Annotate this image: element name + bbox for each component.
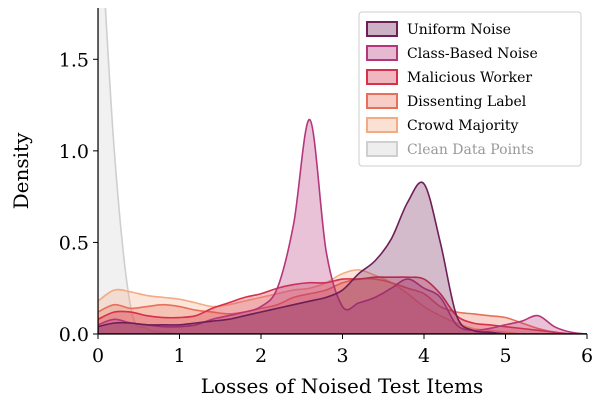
legend-label: Clean Data Points (407, 142, 534, 158)
legend-swatch (366, 93, 398, 109)
x-tick-label: 0 (92, 345, 104, 367)
legend-label: Uniform Noise (407, 22, 511, 38)
density-area (98, 8, 587, 334)
legend-swatch (366, 69, 398, 85)
legend-label: Crowd Majority (407, 118, 518, 134)
y-tick-label: 0.0 (59, 324, 89, 346)
x-tick-label: 1 (173, 345, 185, 367)
legend-label: Dissenting Label (407, 94, 527, 110)
legend-swatch (366, 141, 398, 157)
legend-label: Malicious Worker (407, 70, 532, 86)
y-tick-label: 1.5 (59, 49, 89, 71)
x-axis-label: Losses of Noised Test Items (201, 374, 484, 398)
y-tick-label: 1.0 (59, 141, 89, 163)
density-area (98, 181, 587, 334)
x-tick-label: 4 (418, 345, 430, 367)
x-tick-label: 6 (581, 345, 593, 367)
density-area (98, 118, 587, 334)
plot-area (98, 8, 587, 334)
y-axis-label: Density (9, 132, 33, 209)
legend-swatch (366, 21, 398, 37)
legend-swatch (366, 117, 398, 133)
legend-box (358, 11, 582, 167)
x-tick-label: 3 (336, 345, 348, 367)
x-tick-label: 5 (499, 345, 511, 367)
y-tick-label: 0.5 (59, 232, 89, 254)
legend-label: Class-Based Noise (407, 46, 538, 62)
x-tick-label: 2 (255, 345, 267, 367)
legend-swatch (366, 45, 398, 61)
